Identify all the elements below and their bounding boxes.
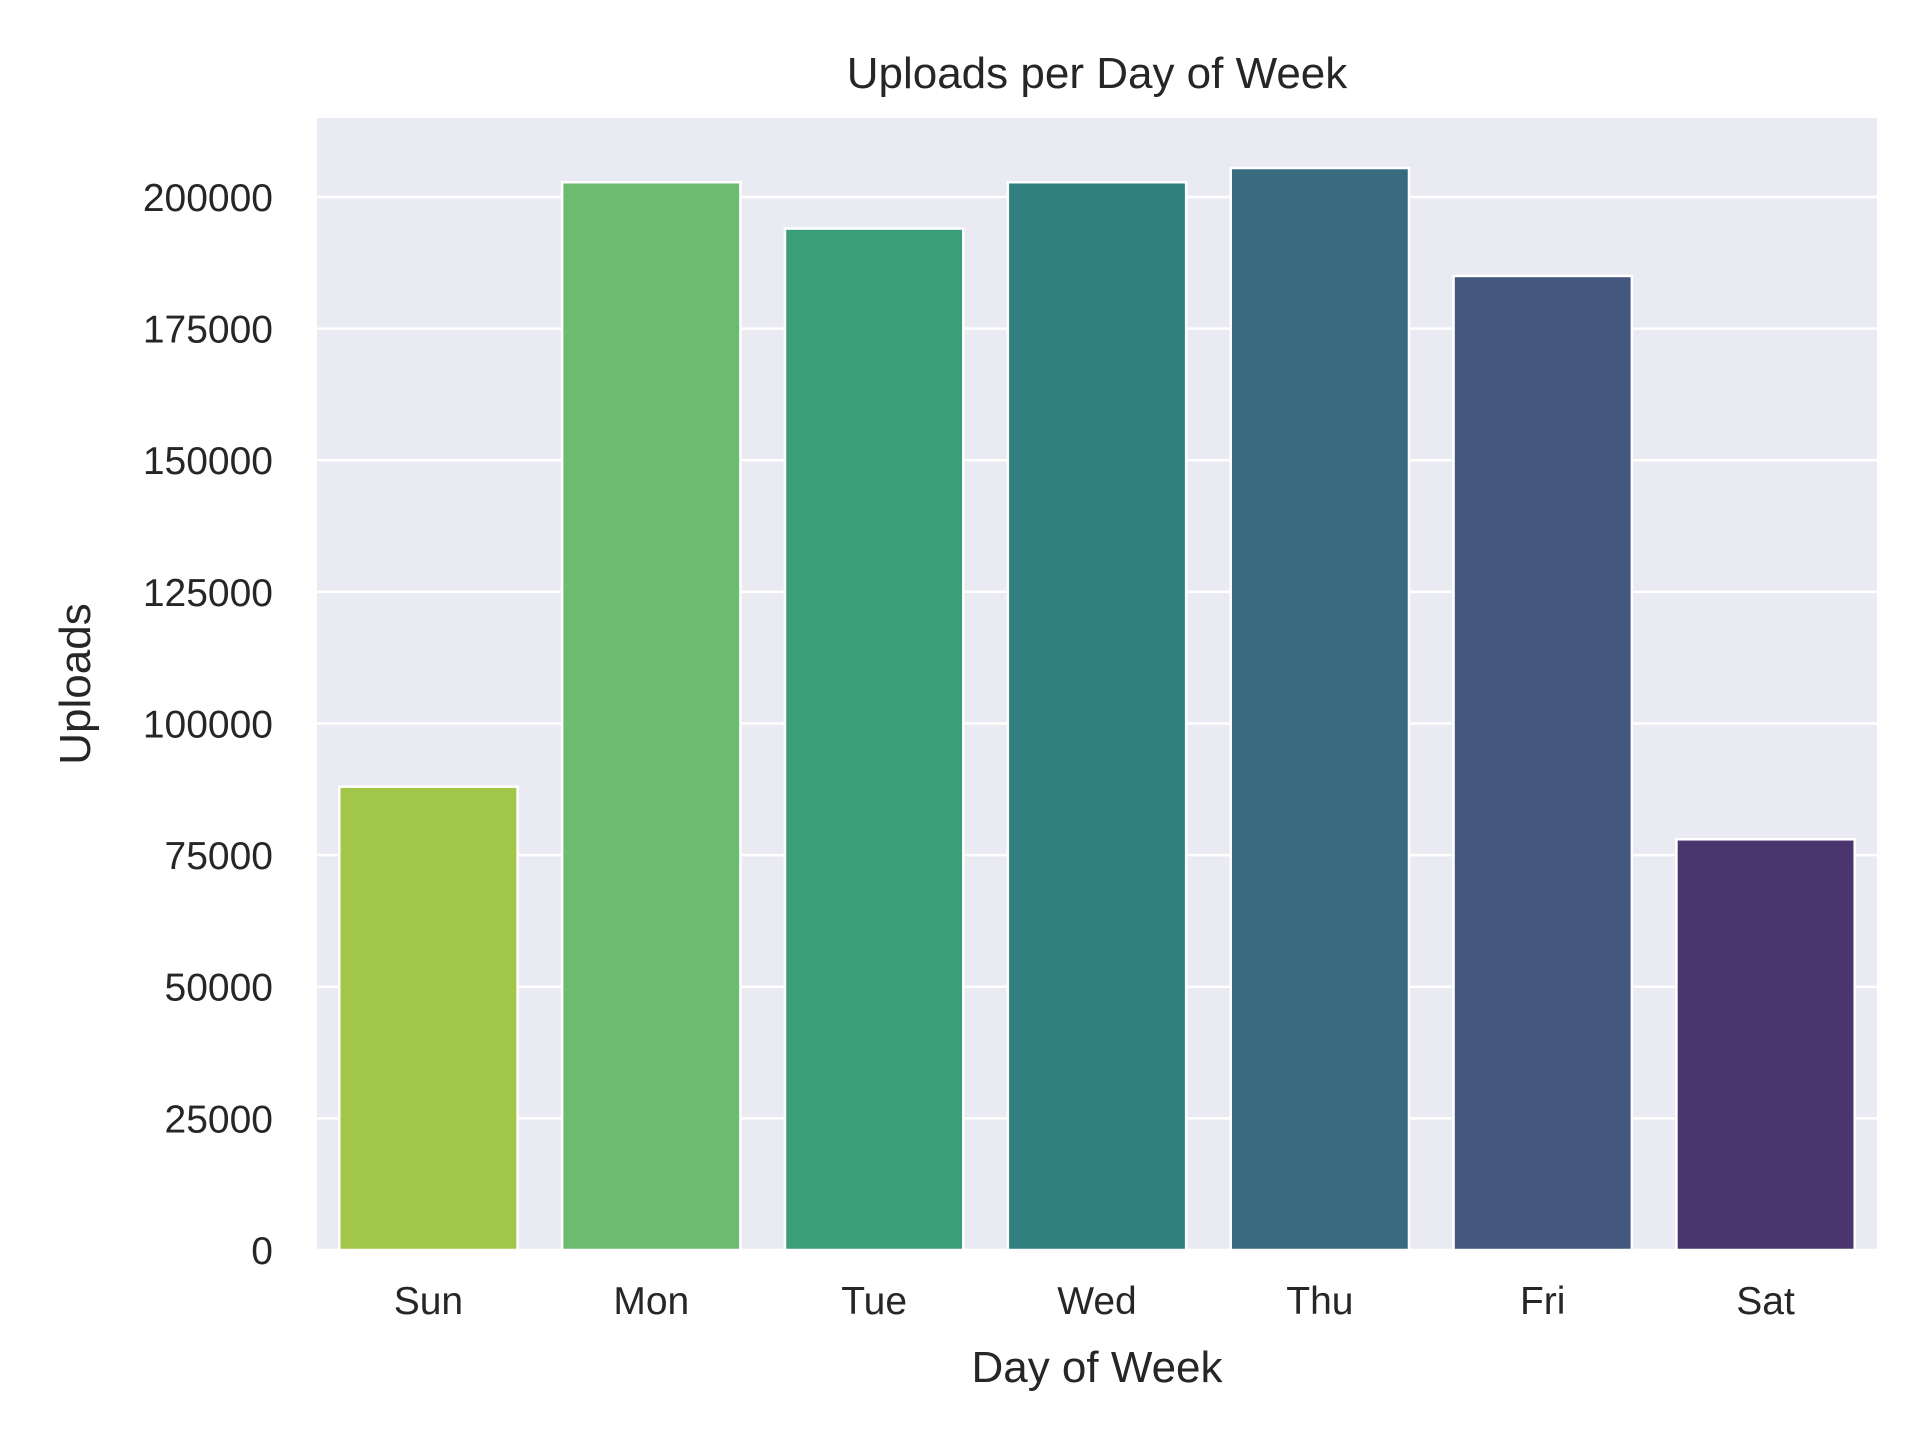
bar-mon <box>560 180 742 1252</box>
y-axis-label: Uploads <box>51 603 100 764</box>
y-tick-label: 125000 <box>143 572 273 615</box>
bars <box>338 166 1856 1252</box>
x-tick-label: Mon <box>613 1280 689 1323</box>
x-tick-label: Sat <box>1736 1280 1795 1323</box>
x-tick-label: Sun <box>394 1280 463 1323</box>
y-tick-labels: 0 25000 50000 75000 100000 125000 150000 175000… <box>143 177 273 1273</box>
x-tick-label: Wed <box>1057 1280 1137 1323</box>
x-axis-label: Day of Week <box>971 1343 1223 1392</box>
y-tick-label: 200000 <box>143 177 273 220</box>
chart-title: Uploads per Day of Week <box>847 49 1349 98</box>
y-tick-label: 150000 <box>143 440 273 483</box>
y-tick-label: 100000 <box>143 703 273 746</box>
bar-tue <box>783 227 965 1252</box>
x-tick-labels: Sun Mon Tue Wed Thu Fri Sat <box>394 1280 1795 1323</box>
bar-sat <box>1675 838 1856 1252</box>
y-tick-label: 0 <box>251 1230 273 1273</box>
bar-thu <box>1229 166 1411 1252</box>
bar-sun <box>338 785 519 1252</box>
y-tick-label: 25000 <box>165 1098 273 1141</box>
bar-fri <box>1452 274 1634 1252</box>
x-tick-label: Fri <box>1520 1280 1565 1323</box>
y-tick-label: 50000 <box>165 967 273 1010</box>
y-tick-label: 75000 <box>165 835 273 878</box>
y-tick-label: 175000 <box>143 309 273 352</box>
x-tick-label: Tue <box>841 1280 907 1323</box>
bar-wed <box>1006 180 1188 1252</box>
x-tick-label: Thu <box>1286 1280 1353 1323</box>
